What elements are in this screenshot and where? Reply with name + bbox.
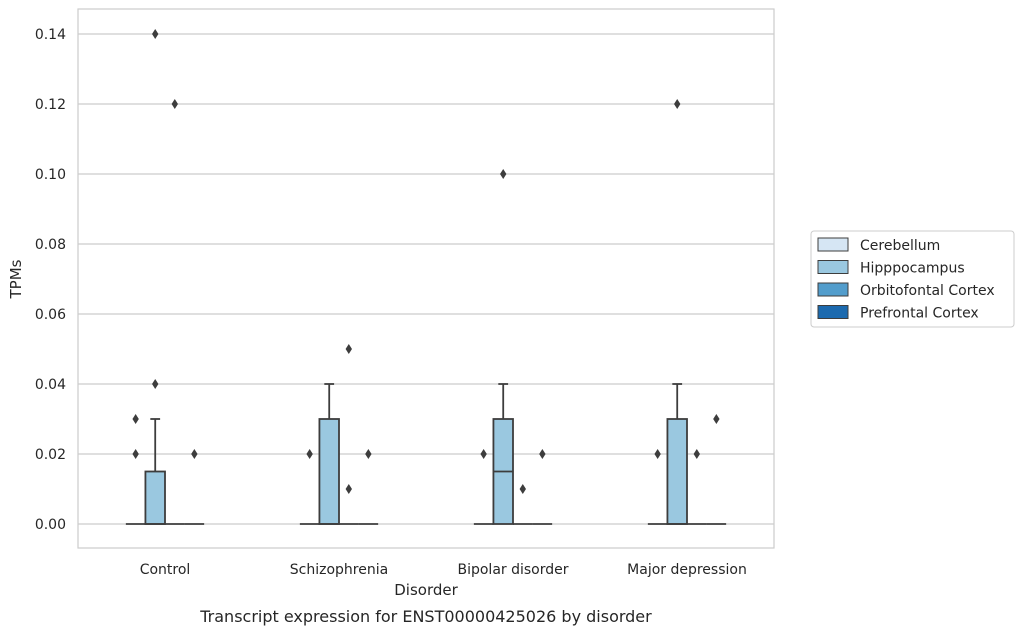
outlier-point xyxy=(132,449,139,459)
outlier-point xyxy=(191,449,198,459)
y-tick-label: 0.12 xyxy=(35,97,66,113)
box-group xyxy=(318,383,340,525)
legend-swatch xyxy=(817,237,849,252)
box-group xyxy=(647,449,668,525)
x-tick-label: Schizophrenia xyxy=(290,562,388,578)
outlier-point xyxy=(654,449,661,459)
outlier-point xyxy=(480,449,487,459)
box-group xyxy=(532,449,553,525)
boxes xyxy=(125,29,727,525)
x-tick-label: Major depression xyxy=(627,562,747,578)
outlier-point xyxy=(365,449,372,459)
box-group xyxy=(339,344,359,525)
plot-area-frame xyxy=(77,8,775,549)
y-tick-label: 0.06 xyxy=(35,307,66,323)
legend-swatch xyxy=(817,282,849,297)
outlier-point xyxy=(345,344,352,354)
outlier-point xyxy=(152,29,159,39)
outlier-point xyxy=(306,449,313,459)
outlier-point xyxy=(693,449,700,459)
outlier-point xyxy=(132,414,139,424)
box-group xyxy=(358,449,379,525)
legend-label: Orbitofontal Cortex xyxy=(860,283,995,299)
legend-swatch xyxy=(817,305,849,319)
box-group xyxy=(513,484,533,525)
y-tick-label: 0.10 xyxy=(35,167,66,183)
x-axis-ticks: Control Schizophrenia Bipolar disorder Majo… xyxy=(140,562,747,578)
outlier-point xyxy=(345,484,352,494)
legend-label: Prefrontal Cortex xyxy=(860,306,979,322)
box-group xyxy=(706,414,727,525)
outlier-point xyxy=(539,449,546,459)
box-group xyxy=(125,414,146,525)
y-axis-ticks: 0.00 0.02 0.04 0.06 0.08 0.10 0.12 0.14 xyxy=(35,27,66,533)
y-axis-title: TPMs xyxy=(7,259,25,299)
x-tick-label: Control xyxy=(140,562,191,578)
box-group xyxy=(687,449,707,525)
x-tick-label: Bipolar disorder xyxy=(457,562,568,578)
outlier-point xyxy=(713,414,720,424)
y-tick-label: 0.02 xyxy=(35,447,66,463)
outlier-point xyxy=(500,169,507,179)
x-axis-title: Disorder xyxy=(394,581,458,599)
legend-label: Hipppocampus xyxy=(860,261,965,277)
y-tick-label: 0.04 xyxy=(35,377,66,393)
box-group xyxy=(666,99,688,525)
box-group xyxy=(144,29,166,525)
legend-swatch xyxy=(817,260,849,274)
outlier-point xyxy=(674,99,681,109)
box xyxy=(318,418,340,525)
box-group xyxy=(165,99,185,525)
box-group xyxy=(473,449,494,525)
legend-frame xyxy=(810,230,1015,328)
legend-label: Cerebellum xyxy=(860,238,940,254)
box-group xyxy=(299,449,320,525)
outlier-point xyxy=(152,379,159,389)
box xyxy=(144,470,166,525)
outlier-point xyxy=(171,99,178,109)
y-tick-label: 0.08 xyxy=(35,237,66,253)
chart-caption: Transcript expression for ENST0000042502… xyxy=(199,607,652,626)
box-group xyxy=(492,169,514,525)
y-tick-label: 0.14 xyxy=(35,27,66,43)
box xyxy=(666,418,688,525)
box-group xyxy=(184,449,205,525)
y-tick-label: 0.00 xyxy=(35,517,66,533)
outlier-point xyxy=(519,484,526,494)
legend: Cerebellum Hipppocampus Orbitofontal Corte… xyxy=(810,230,1015,328)
